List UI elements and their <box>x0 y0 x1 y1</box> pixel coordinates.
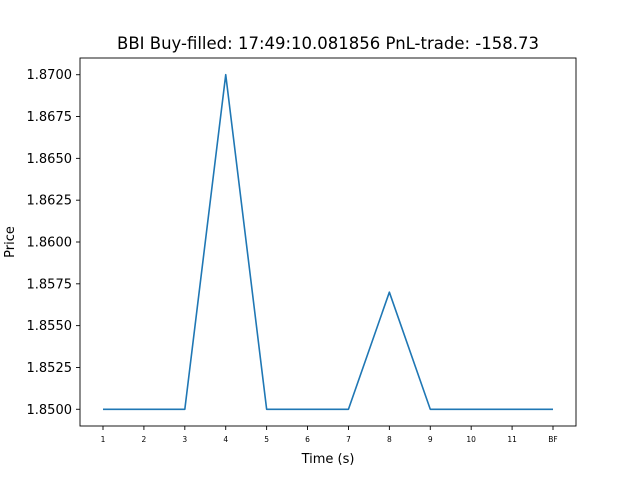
y-tick-label: 1.8600 <box>27 236 73 251</box>
x-tick-label: 10 <box>466 435 476 444</box>
x-tick-label: 4 <box>223 435 228 444</box>
y-tick-label: 1.8575 <box>27 277 73 292</box>
x-tick-label: 8 <box>387 435 392 444</box>
x-tick-label: 2 <box>142 435 147 444</box>
y-tick-label: 1.8550 <box>27 319 73 334</box>
axes-frame <box>79 57 577 427</box>
x-axis-label: Time (s) <box>301 452 355 467</box>
y-tick-label: 1.8525 <box>27 361 73 376</box>
x-tick-label: 6 <box>305 435 310 444</box>
x-tick-label: BF <box>548 435 557 444</box>
y-tick-label: 1.8700 <box>27 68 73 83</box>
y-tick-label: 1.8500 <box>27 403 73 418</box>
x-tick-label: 3 <box>182 435 187 444</box>
x-tick-label: 11 <box>507 435 517 444</box>
y-tick-label: 1.8625 <box>27 194 73 209</box>
x-tick-label: 9 <box>428 435 433 444</box>
x-tick-label: 7 <box>346 435 351 444</box>
x-tick-label: 5 <box>264 435 269 444</box>
chart-title: BBI Buy-filled: 17:49:10.081856 PnL-trad… <box>117 34 539 53</box>
x-tick-label: 1 <box>101 435 106 444</box>
y-axis-label: Price <box>3 226 18 258</box>
x-axis-ticks: 1 2 3 4 5 6 7 8 9 10 11 BF <box>101 426 558 444</box>
price-series-line <box>103 73 553 411</box>
y-axis-ticks: 1.8500 1.8525 1.8550 1.8575 1.8600 1.8625 1.86… <box>27 68 80 418</box>
y-tick-label: 1.8650 <box>27 152 73 167</box>
y-tick-label: 1.8675 <box>27 110 73 125</box>
